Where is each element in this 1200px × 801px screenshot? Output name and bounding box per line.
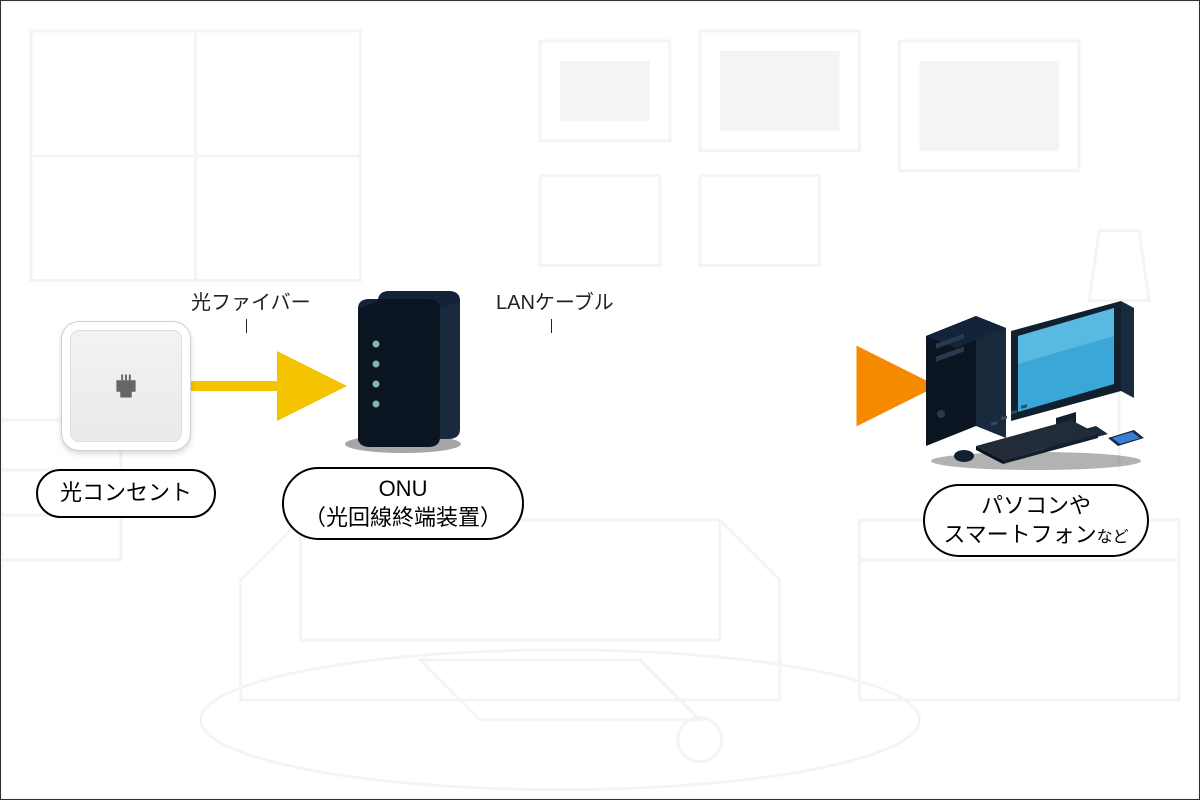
onu-device-icon <box>328 289 478 449</box>
optical-outlet-icon <box>61 321 191 451</box>
edge-fiber-text: 光ファイバー <box>191 292 311 314</box>
edge-lan-text: LANケーブル <box>496 292 614 314</box>
node-onu-label-l1: ONU <box>379 476 428 501</box>
node-pc: パソコンや スマートフォンなど <box>911 296 1161 557</box>
edge-lan-tick <box>551 319 552 333</box>
edge-lan-label: LANケーブル <box>496 286 614 333</box>
node-onu: ONU （光回線終端装置） <box>313 289 493 540</box>
node-onu-label-l2: （光回線終端装置） <box>304 505 502 530</box>
node-outlet: 光コンセント <box>46 321 206 518</box>
node-pc-label-l2: スマートフォン <box>943 522 1096 547</box>
edge-fiber-label: 光ファイバー <box>191 286 311 333</box>
node-onu-label: ONU （光回線終端装置） <box>282 467 524 540</box>
node-pc-label-suffix: など <box>1097 529 1129 546</box>
node-outlet-label-text: 光コンセント <box>60 480 192 505</box>
node-pc-label: パソコンや スマートフォンなど <box>923 484 1148 557</box>
pc-cluster-icon <box>916 296 1156 466</box>
diagram-stage: 光ファイバー LANケーブル <box>1 1 1199 799</box>
node-pc-label-l1: パソコンや <box>981 493 1091 518</box>
node-outlet-label: 光コンセント <box>36 469 216 518</box>
edge-fiber-tick <box>246 319 247 333</box>
